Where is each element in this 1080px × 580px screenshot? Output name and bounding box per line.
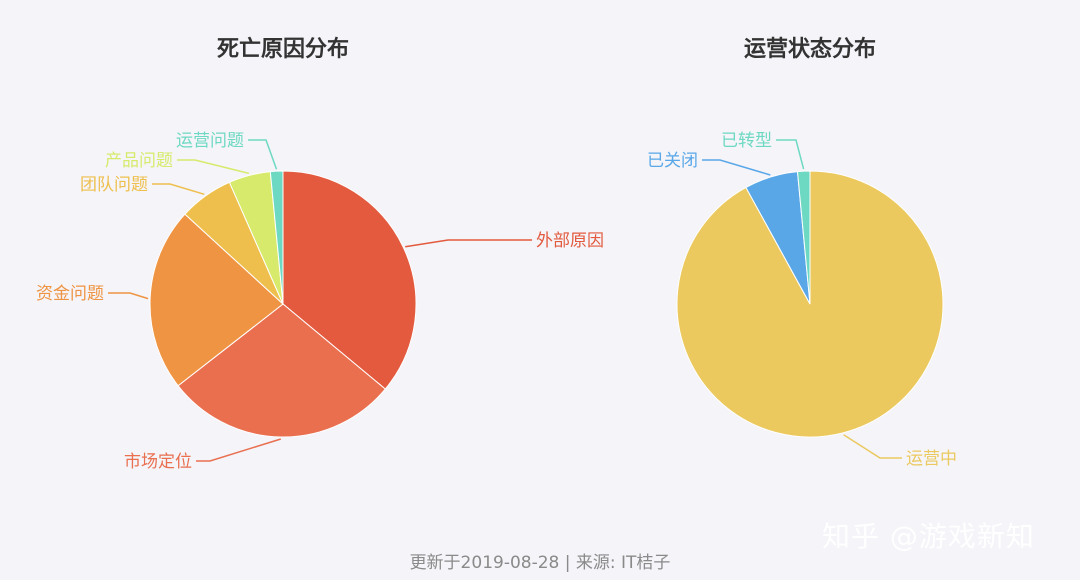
chart1-slice-2-label: 市场定位 bbox=[124, 452, 192, 472]
chart2-slice-2-label: 已关闭 bbox=[647, 151, 698, 171]
chart2-slice-1-leader-line bbox=[843, 434, 902, 459]
chart2-slice-3-label: 已转型 bbox=[721, 131, 772, 151]
chart1-slice-4-label: 团队问题 bbox=[80, 175, 148, 195]
chart1-slice-1-label: 外部原因 bbox=[536, 231, 604, 251]
chart1-slice-5-leader-line bbox=[177, 159, 250, 175]
watermark: 知乎 @游戏新知 bbox=[822, 520, 1035, 553]
chart1-slice-6[interactable] bbox=[269, 170, 284, 305]
chart2-slice-2-leader-line bbox=[702, 159, 771, 176]
chart1-slice-3-leader-line bbox=[108, 292, 149, 300]
chart1-title: 死亡原因分布 bbox=[217, 36, 349, 62]
footer-source: 更新于2019-08-28 | 来源: IT桔子 bbox=[409, 553, 671, 573]
chart1-slice-2[interactable] bbox=[177, 303, 386, 438]
chart2-slice-3-leader-line bbox=[776, 139, 805, 170]
chart1-slice-2-leader-line bbox=[196, 438, 282, 462]
chart1-slice-1[interactable] bbox=[282, 170, 417, 390]
chart1-slice-3[interactable] bbox=[149, 213, 284, 387]
chart1-slice-4-leader-line bbox=[152, 183, 205, 196]
chart1-slice-6-leader-line bbox=[248, 139, 278, 170]
chart1-slice-6-label: 运营问题 bbox=[176, 131, 244, 151]
chart2-title: 运营状态分布 bbox=[744, 36, 876, 62]
chart2-slice-3[interactable] bbox=[796, 170, 811, 305]
chart1-slice-1-leader-line bbox=[405, 239, 532, 248]
chart1-slice-3-label: 资金问题 bbox=[36, 284, 104, 304]
chart1-slice-5-label: 产品问题 bbox=[105, 151, 173, 171]
chart2-slice-1[interactable] bbox=[676, 170, 944, 438]
chart2-slice-1-label: 运营中 bbox=[906, 449, 957, 469]
